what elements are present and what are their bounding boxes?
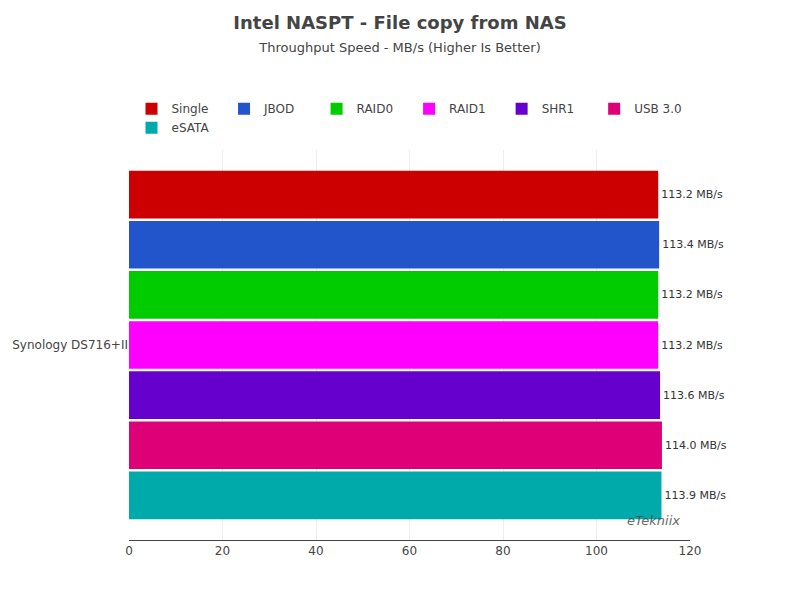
- svg-text:113.2 MB/s: 113.2 MB/s: [661, 288, 723, 301]
- svg-text:USB 3.0: USB 3.0: [634, 102, 682, 116]
- svg-text:40: 40: [308, 544, 323, 558]
- svg-text:100: 100: [585, 544, 608, 558]
- svg-text:80: 80: [495, 544, 510, 558]
- svg-text:120: 120: [679, 544, 702, 558]
- svg-text:Single: Single: [172, 102, 209, 116]
- svg-text:Intel NASPT - File copy from N: Intel NASPT - File copy from NASThroughp…: [233, 12, 566, 55]
- svg-text:114.0 MB/s: 114.0 MB/s: [665, 439, 727, 452]
- svg-text:113.4 MB/s: 113.4 MB/s: [662, 238, 724, 251]
- svg-text:0: 0: [125, 544, 133, 558]
- svg-text:eTekniix: eTekniix: [627, 513, 680, 528]
- svg-text:SHR1: SHR1: [542, 102, 575, 116]
- svg-text:113.9 MB/s: 113.9 MB/s: [664, 489, 726, 502]
- svg-text:RAID0: RAID0: [357, 102, 393, 116]
- svg-text:113.6 MB/s: 113.6 MB/s: [663, 389, 725, 402]
- svg-text:113.2 MB/s: 113.2 MB/s: [661, 188, 723, 201]
- svg-text:eSATA: eSATA: [172, 121, 210, 135]
- svg-text:60: 60: [402, 544, 417, 558]
- svg-text:113.2 MB/s: 113.2 MB/s: [661, 339, 723, 352]
- svg-text:RAID1: RAID1: [449, 102, 485, 116]
- svg-text:20: 20: [215, 544, 230, 558]
- svg-text:Synology DS716+II: Synology DS716+II: [12, 338, 128, 352]
- svg-text:JBOD: JBOD: [263, 102, 294, 116]
